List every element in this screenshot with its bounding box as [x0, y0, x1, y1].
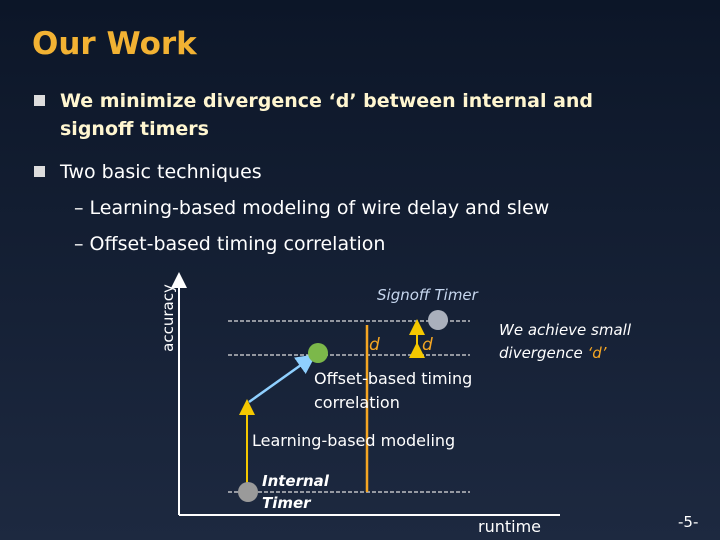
bullet-marker	[34, 166, 45, 177]
sub-bullet: – Offset-based timing correlation	[74, 233, 385, 255]
bullet-marker	[34, 95, 45, 106]
signoff-node	[428, 310, 448, 330]
signoff-label: Signoff Timer	[377, 286, 479, 304]
title: Our Work	[32, 26, 198, 62]
internal-node	[238, 482, 258, 502]
internal-label: Timer	[262, 494, 312, 512]
d-label: d	[422, 335, 433, 355]
bullet-text: signoff timers	[60, 118, 209, 140]
offset-label: correlation	[314, 393, 400, 412]
page-number: -5-	[678, 513, 698, 531]
note-text: divergence	[499, 344, 587, 362]
offset-node	[308, 343, 328, 363]
sub-bullet: – Learning-based modeling of wire delay …	[74, 197, 549, 219]
bullet-text: Two basic techniques	[59, 161, 262, 183]
bullet-text: We minimize divergence ‘d’ between inter…	[60, 90, 593, 112]
x-axis-label: runtime	[478, 517, 541, 536]
offset-label: Offset-based timing	[314, 369, 472, 388]
d-label: d	[369, 335, 380, 355]
note: We achieve small	[499, 321, 632, 339]
offset-arrow	[248, 354, 317, 404]
y-axis-label: accuracy	[159, 284, 177, 352]
note-d: ‘d’	[587, 344, 606, 362]
internal-label: Internal	[262, 472, 330, 490]
note: divergence ‘d’	[499, 344, 607, 362]
learning-label: Learning-based modeling	[252, 431, 455, 450]
